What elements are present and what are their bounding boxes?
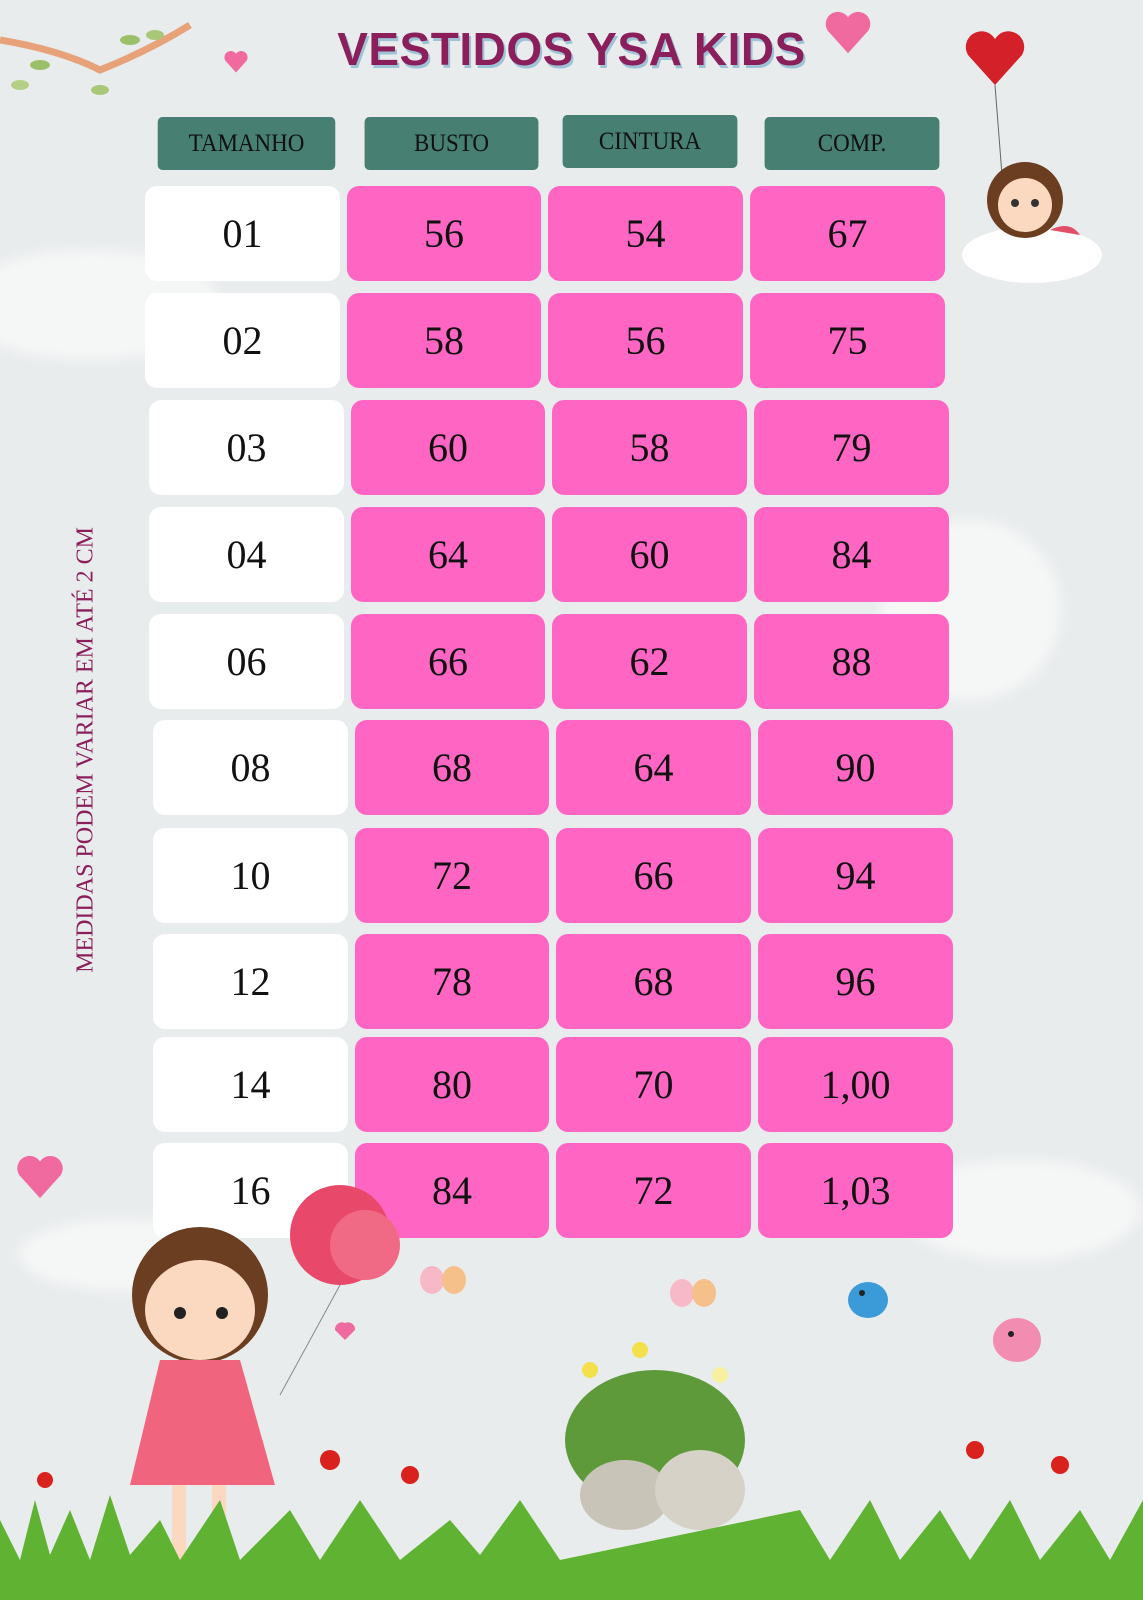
heart-icon: [224, 51, 248, 73]
cell-busto: 66: [351, 614, 545, 709]
girl-on-cloud-illustration: [962, 162, 1102, 283]
cell-busto: 78: [355, 934, 549, 1029]
cell-cintura: 58: [552, 400, 747, 495]
cell-size: 04: [149, 507, 344, 602]
cell-comp: 79: [754, 400, 949, 495]
cell-busto: 68: [355, 720, 549, 815]
cell-size: 08: [153, 720, 348, 815]
cell-size: 06: [149, 614, 344, 709]
cell-comp: 1,03: [758, 1143, 953, 1238]
cell-busto: 58: [347, 293, 541, 388]
cell-comp: 1,00: [758, 1037, 953, 1132]
bird-icon: [848, 1282, 888, 1318]
branch-icon: [0, 22, 192, 95]
cell-cintura: 56: [548, 293, 743, 388]
cell-busto: 56: [347, 186, 541, 281]
cell-cintura: 72: [556, 1143, 751, 1238]
cell-cintura: 68: [556, 934, 751, 1029]
column-header-cintura: CINTURA: [562, 115, 738, 168]
cell-size: 01: [145, 186, 340, 281]
column-header-comp: COMP.: [764, 117, 940, 170]
cell-size: 02: [145, 293, 340, 388]
cell-comp: 75: [750, 293, 945, 388]
cell-comp: 67: [750, 186, 945, 281]
cell-comp: 96: [758, 934, 953, 1029]
cell-cintura: 64: [556, 720, 751, 815]
cell-comp: 88: [754, 614, 949, 709]
butterfly-icon: [420, 1266, 466, 1294]
measurement-note: MEDIDAS PODEM VARIAR EM ATÉ 2 CM: [72, 527, 99, 973]
heart-icon: [825, 11, 871, 54]
page-title: VESTIDOS YSA KIDS: [337, 23, 806, 75]
cell-comp: 84: [754, 507, 949, 602]
cell-cintura: 66: [556, 828, 751, 923]
cell-size: 14: [153, 1037, 348, 1132]
cell-size: 10: [153, 828, 348, 923]
cell-size: 12: [153, 934, 348, 1029]
cell-cintura: 70: [556, 1037, 751, 1132]
cell-comp: 90: [758, 720, 953, 815]
flower-rock-illustration: [565, 1342, 745, 1530]
cell-cintura: 60: [552, 507, 747, 602]
column-header-tamanho: TAMANHO: [157, 117, 336, 170]
column-header-busto: BUSTO: [364, 117, 539, 170]
cell-busto: 72: [355, 828, 549, 923]
cell-busto: 80: [355, 1037, 549, 1132]
cell-busto: 84: [355, 1143, 549, 1238]
cell-size: 03: [149, 400, 344, 495]
balloon-heart-icon: [965, 31, 1025, 175]
heart-icon: [17, 1155, 63, 1199]
cell-comp: 94: [758, 828, 953, 923]
cell-cintura: 54: [548, 186, 743, 281]
grass-illustration: [0, 1441, 1143, 1600]
cell-size: 16: [153, 1143, 348, 1238]
cell-busto: 64: [351, 507, 545, 602]
bird-icon: [993, 1318, 1041, 1362]
butterfly-icon: [670, 1279, 716, 1307]
cell-cintura: 62: [552, 614, 747, 709]
cell-busto: 60: [351, 400, 545, 495]
